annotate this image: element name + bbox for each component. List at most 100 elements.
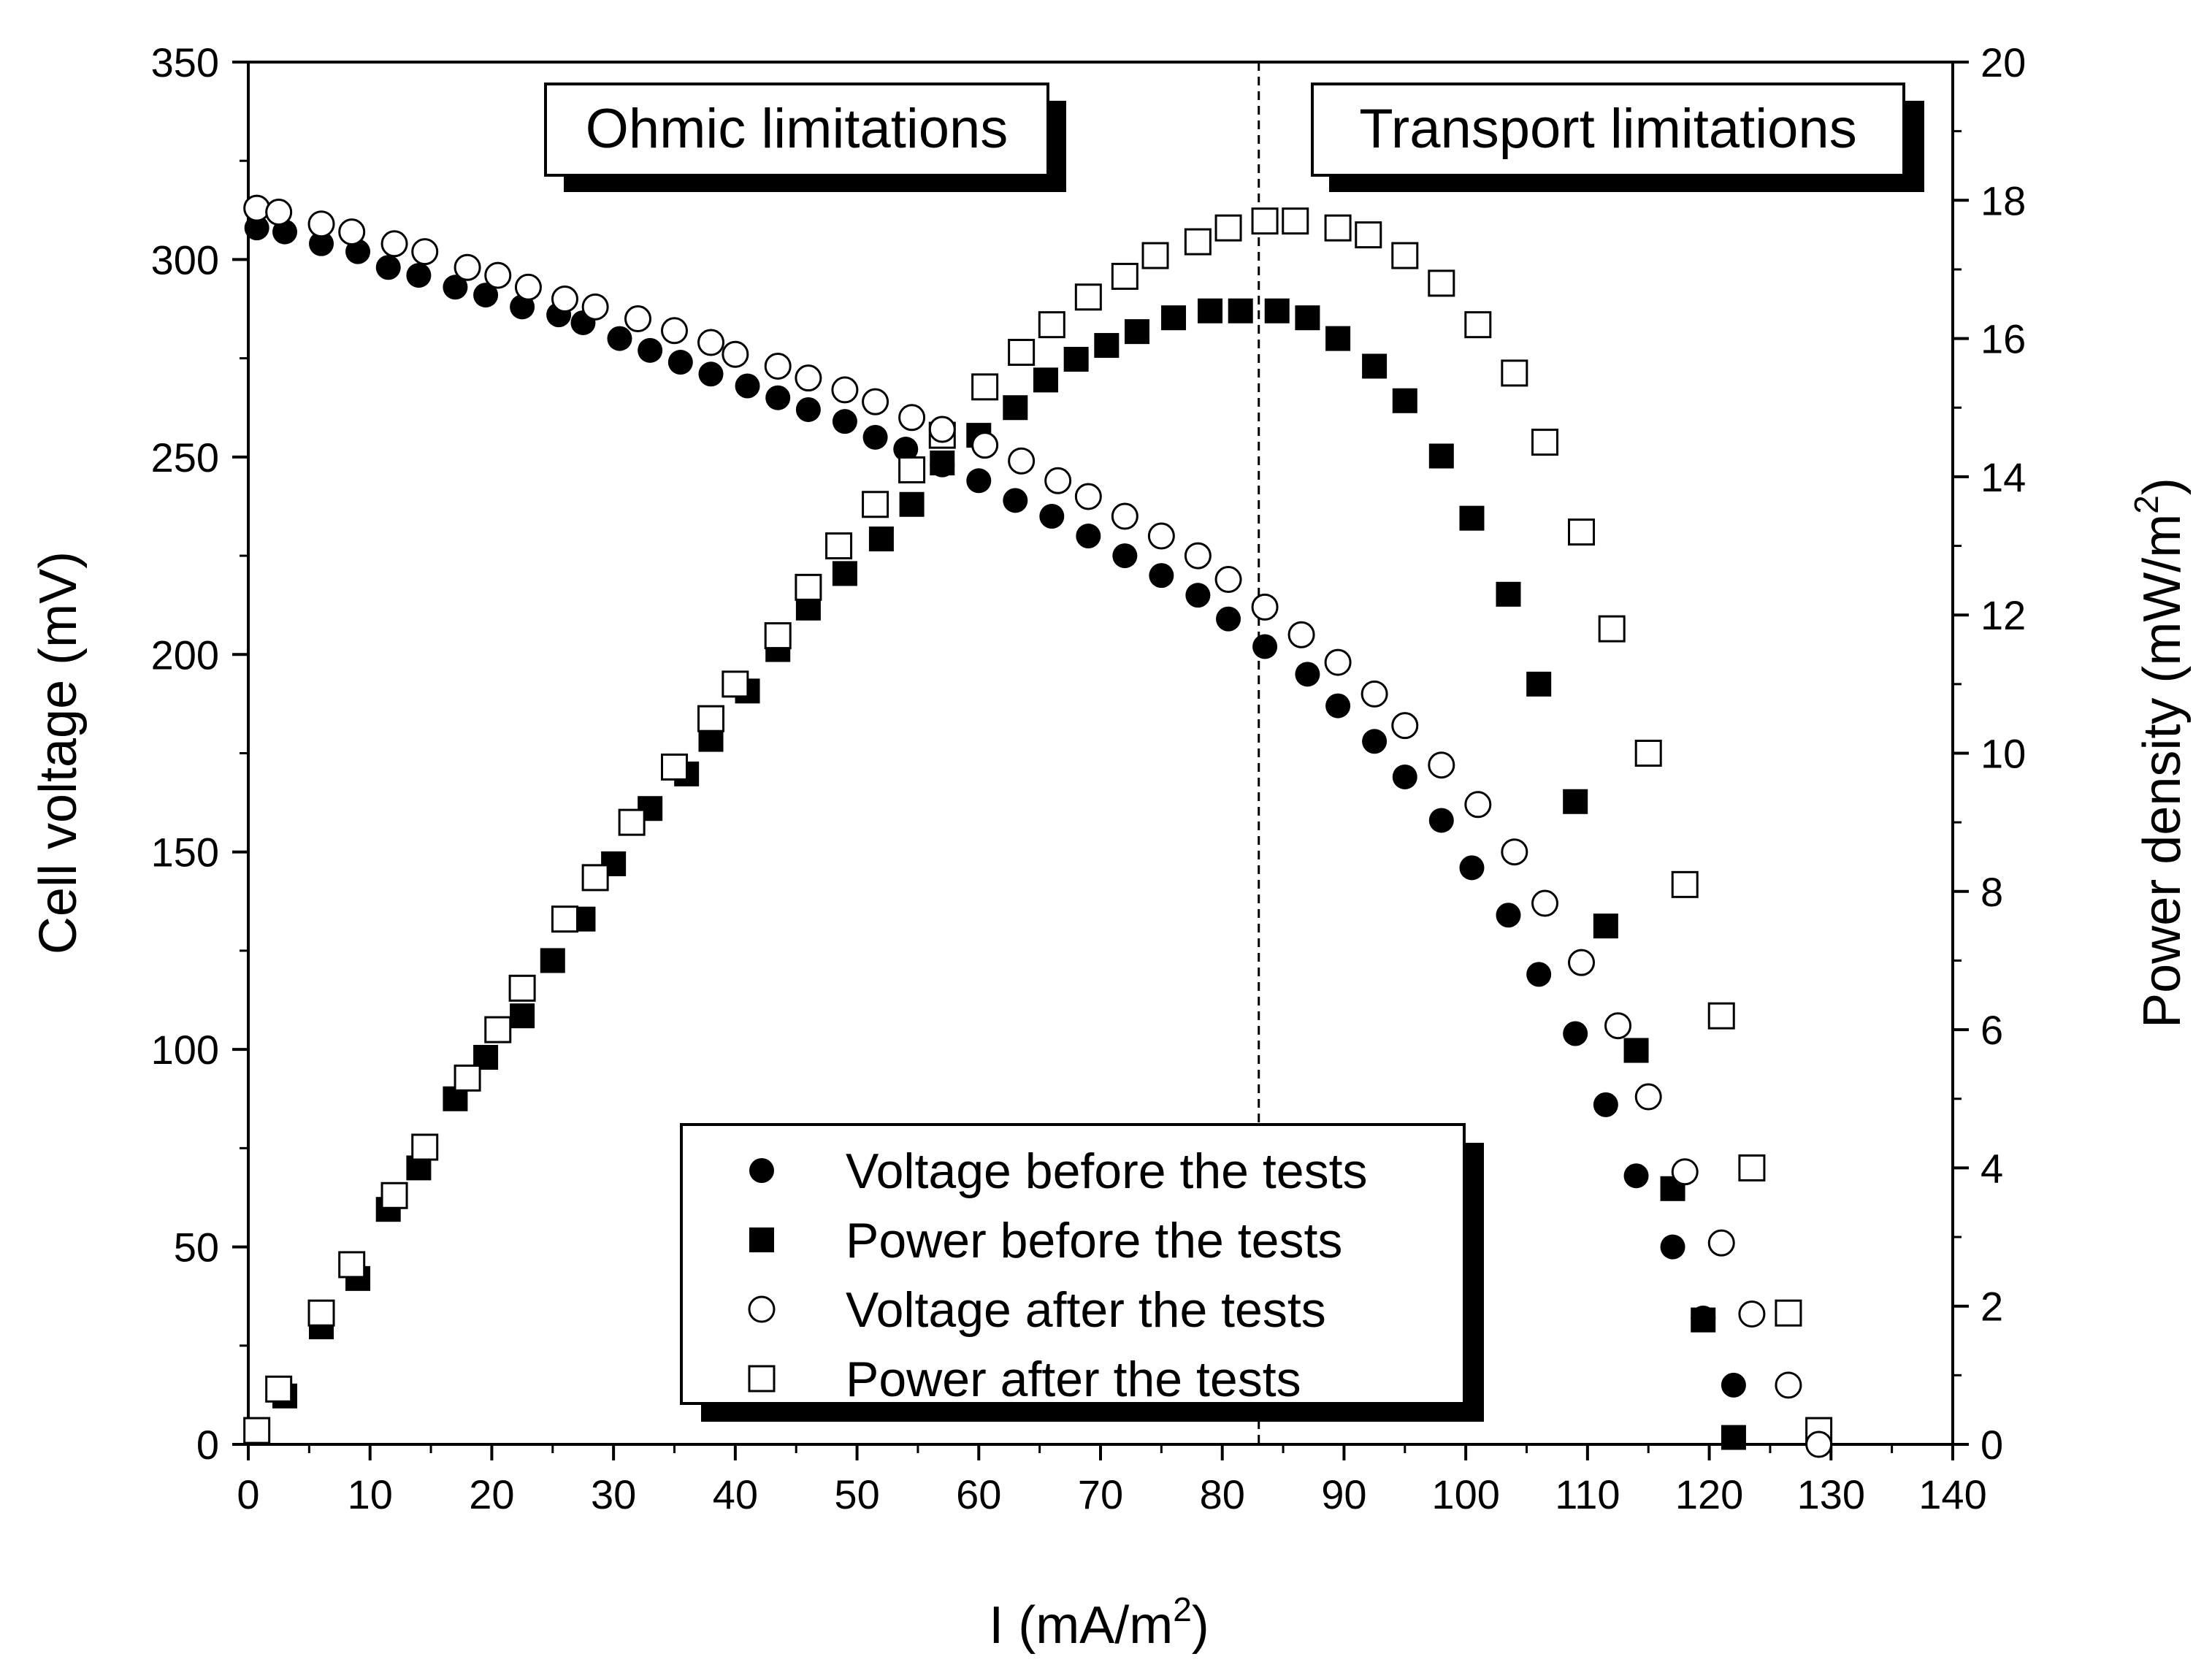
point-filled-square [540, 948, 565, 973]
point-filled-circle [862, 424, 888, 450]
point-filled-square [1496, 581, 1521, 607]
point-open-circle [722, 340, 749, 368]
point-filled-square [1459, 505, 1485, 531]
point-filled-circle [1526, 962, 1552, 987]
x-tick-label: 110 [1555, 1471, 1620, 1517]
point-filled-circle [735, 373, 760, 399]
point-filled-square [1228, 298, 1253, 323]
point-filled-square [1593, 913, 1618, 939]
point-open-circle [795, 364, 822, 392]
point-filled-circle [1076, 524, 1101, 549]
y-axis-right-title: Power density (mW/m2) [2127, 478, 2192, 1028]
y-left-tick-label: 100 [151, 1027, 219, 1073]
x-tick-label: 0 [237, 1471, 259, 1517]
point-open-square [1324, 214, 1352, 242]
point-filled-square [1264, 298, 1290, 323]
point-open-square [1141, 242, 1169, 269]
point-open-circle [1147, 522, 1175, 550]
point-open-circle [1707, 1229, 1735, 1257]
y-axis-right-title-end: ) [2133, 478, 2192, 495]
ohmic-box [544, 83, 1049, 177]
point-filled-circle [1003, 488, 1028, 513]
point-filled-circle [638, 337, 663, 363]
point-filled-circle [698, 361, 724, 387]
point-filled-circle [1392, 764, 1417, 789]
point-open-circle [1738, 1301, 1766, 1328]
x-tick-label: 140 [1918, 1471, 1986, 1517]
y-left-tick-label: 0 [196, 1422, 219, 1468]
point-filled-circle [607, 326, 632, 351]
point-open-circle [624, 305, 651, 333]
legend-marker-filled-square [749, 1227, 774, 1252]
point-open-square [1775, 1299, 1802, 1327]
transport-label: Transport limitations [1359, 98, 1856, 160]
point-open-square [1707, 1002, 1735, 1030]
y-right-tick-label: 8 [1981, 869, 2003, 915]
point-open-circle [1044, 467, 1072, 494]
point-open-square [722, 670, 749, 698]
point-filled-circle [765, 385, 791, 410]
y-left-tick-label: 300 [151, 237, 219, 283]
point-filled-square [1362, 353, 1388, 379]
point-filled-circle [1112, 543, 1138, 569]
point-open-circle [1361, 680, 1388, 708]
point-filled-square [1392, 388, 1417, 413]
y-axis-right-title-sup: 2 [2127, 495, 2165, 514]
point-open-square [971, 373, 999, 401]
point-open-circle [1428, 751, 1455, 779]
legend-label: Voltage before the tests [846, 1144, 1368, 1199]
point-open-circle [1008, 447, 1036, 475]
point-open-square [307, 1299, 335, 1327]
x-tick-label: 120 [1675, 1471, 1743, 1517]
point-open-circle [514, 273, 542, 301]
point-filled-circle [930, 452, 955, 478]
point-filled-circle [966, 468, 992, 494]
point-open-circle [1184, 542, 1212, 570]
point-open-square [1501, 359, 1528, 387]
y-left-tick-label: 150 [151, 830, 219, 876]
point-filled-circle [1691, 1305, 1716, 1330]
point-open-circle [928, 415, 956, 443]
point-open-circle [831, 376, 859, 404]
point-open-circle [411, 238, 439, 266]
x-tick-label: 70 [1078, 1471, 1123, 1517]
point-open-square [697, 705, 725, 732]
point-open-square [795, 573, 822, 601]
point-open-square [581, 864, 609, 892]
point-filled-circle [1623, 1163, 1649, 1189]
point-open-square [484, 1016, 512, 1043]
point-open-square [454, 1064, 481, 1092]
point-open-circle [971, 432, 999, 459]
point-filled-square [1325, 326, 1351, 351]
transport-box [1311, 83, 1905, 177]
y-left-tick-label: 350 [151, 39, 219, 85]
point-open-square [1634, 740, 1662, 767]
point-open-square [825, 532, 853, 560]
point-open-circle [484, 261, 512, 289]
legend-marker-open-square [748, 1365, 776, 1393]
y-right-tick-label: 20 [1981, 39, 2026, 85]
point-open-circle [1604, 1012, 1632, 1040]
series-open-square [243, 207, 1833, 1444]
point-filled-square [1721, 1425, 1746, 1450]
y-right-tick-label: 14 [1981, 454, 2026, 500]
point-filled-circle [1593, 1092, 1618, 1117]
y-right-tick-label: 2 [1981, 1284, 2003, 1330]
point-open-square [380, 1181, 408, 1209]
point-open-circle [1568, 949, 1596, 976]
point-open-circle [243, 194, 271, 222]
point-filled-square [1623, 1038, 1649, 1063]
y-right-tick-label: 18 [1981, 177, 2026, 223]
x-tick-label: 20 [469, 1471, 514, 1517]
point-filled-circle [1149, 563, 1174, 589]
point-open-circle [1287, 621, 1315, 648]
point-filled-square [832, 561, 857, 586]
y-right-tick-label: 4 [1981, 1145, 2003, 1191]
point-open-square [265, 1375, 293, 1403]
point-filled-circle [473, 283, 499, 308]
point-open-square [1251, 207, 1279, 235]
point-open-square [661, 753, 688, 781]
point-filled-circle [832, 409, 857, 434]
series-open-circle [243, 194, 1833, 1458]
